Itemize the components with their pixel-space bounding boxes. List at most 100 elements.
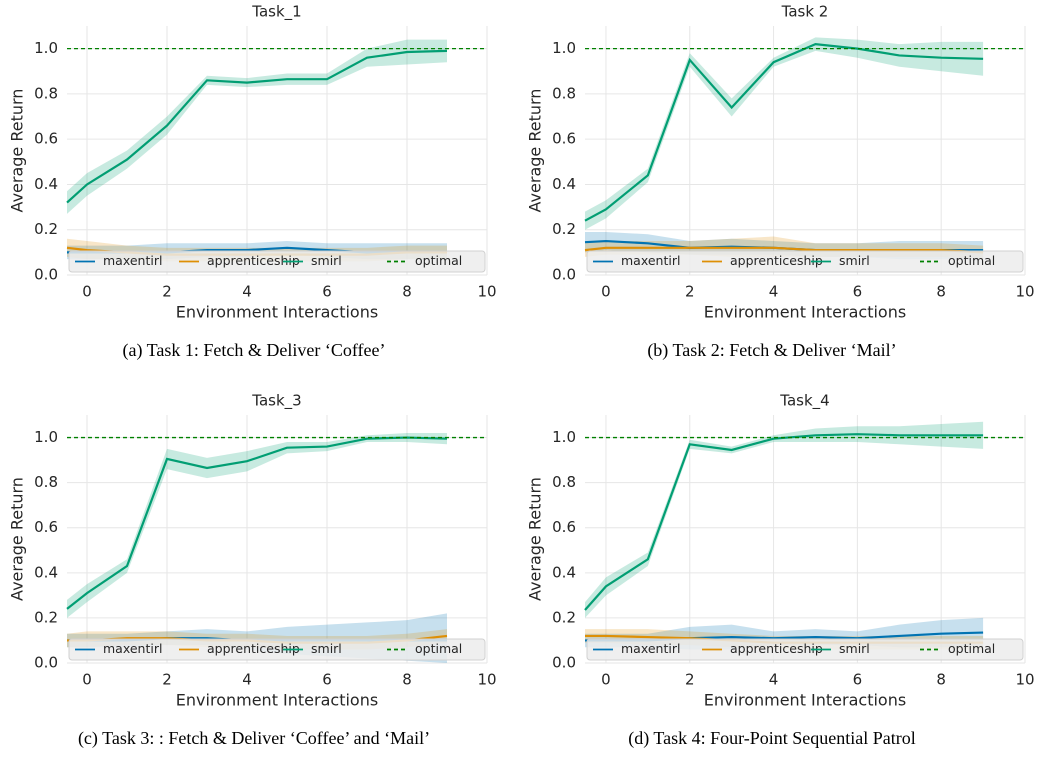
y-tick-label: 0.6 <box>34 130 58 148</box>
legend-label: smirl <box>839 253 870 268</box>
y-tick-label: 0.2 <box>552 608 576 626</box>
y-tick-label: 0.4 <box>552 175 576 193</box>
x-axis-label: Environment Interactions <box>176 691 378 710</box>
confidence-band <box>585 421 984 618</box>
legend-box <box>586 638 1024 661</box>
legend-label: optimal <box>415 641 462 656</box>
x-tick-label: 6 <box>853 671 863 689</box>
legend-label: maxentirl <box>103 253 162 268</box>
legend-label: optimal <box>948 641 995 656</box>
legend-label: apprenticeship <box>730 253 823 268</box>
series-line <box>66 49 448 204</box>
series-line <box>584 42 984 222</box>
y-tick-label: 0.0 <box>552 654 576 672</box>
panel: 0.0 0.2 0.4 0.6 0.8 1.0 0 2 4 6 8 10 maxentirl appren… <box>8 3 497 362</box>
x-axis-label: Environment Interactions <box>176 303 378 322</box>
legend-box <box>68 250 486 273</box>
caption: (c) Task 3: : Fetch & Deliver ‘Coffee’ a… <box>78 728 430 749</box>
chart-title: Task_4 <box>779 392 829 411</box>
plot-area <box>585 415 1025 663</box>
x-tick-label: 2 <box>685 283 695 301</box>
legend-label: apprenticeship <box>730 641 823 656</box>
x-tick-label: 0 <box>601 671 611 689</box>
x-tick-label: 2 <box>162 283 172 301</box>
x-axis-label: Environment Interactions <box>704 691 906 710</box>
x-tick-label: 8 <box>936 283 946 301</box>
y-tick-label: 0.6 <box>34 518 58 536</box>
y-tick-label: 0.2 <box>552 220 576 238</box>
x-tick-label: 10 <box>1015 671 1034 689</box>
x-tick-label: 2 <box>162 671 172 689</box>
legend-label: apprenticeship <box>207 641 300 656</box>
caption: (a) Task 1: Fetch & Deliver ‘Coffee’ <box>123 340 386 361</box>
chart-title: Task 2 <box>781 3 829 21</box>
x-tick-label: 10 <box>477 283 496 301</box>
legend-label: maxentirl <box>621 253 680 268</box>
legend-label: smirl <box>311 641 342 656</box>
y-axis-label: Average Return <box>8 477 27 601</box>
confidence-band <box>67 39 447 214</box>
y-axis-label: Average Return <box>526 477 545 601</box>
x-tick-label: 4 <box>769 283 779 301</box>
y-tick-label: 0.4 <box>552 563 576 581</box>
confidence-band <box>67 433 447 618</box>
x-tick-label: 0 <box>601 283 611 301</box>
x-tick-label: 8 <box>402 283 412 301</box>
panel: 0.0 0.2 0.4 0.6 0.8 1.0 0 2 4 6 8 10 maxentirl appren… <box>526 3 1035 362</box>
x-axis-label: Environment Interactions <box>704 303 906 322</box>
y-tick-label: 1.0 <box>34 428 58 446</box>
legend-label: maxentirl <box>621 641 680 656</box>
series-line <box>66 436 448 610</box>
legend-label: optimal <box>948 253 995 268</box>
y-tick-label: 0.8 <box>34 473 58 491</box>
legend-label: smirl <box>311 253 342 268</box>
y-tick-label: 0.6 <box>552 130 576 148</box>
plot-area <box>585 26 1025 275</box>
confidence-band <box>585 37 984 230</box>
x-tick-label: 0 <box>82 283 92 301</box>
y-tick-label: 0.0 <box>552 266 576 284</box>
y-axis-label: Average Return <box>526 89 545 213</box>
caption: (d) Task 4: Four-Point Sequential Patrol <box>628 728 916 749</box>
legend-box <box>68 638 486 661</box>
x-tick-label: 4 <box>769 671 779 689</box>
y-tick-label: 0.8 <box>34 84 58 102</box>
y-tick-label: 1.0 <box>34 39 58 57</box>
y-tick-label: 0.6 <box>552 518 576 536</box>
y-tick-label: 0.2 <box>34 220 58 238</box>
series-line <box>584 246 984 254</box>
y-tick-label: 0.0 <box>34 266 58 284</box>
y-tick-label: 0.0 <box>34 654 58 672</box>
legend-label: maxentirl <box>103 641 162 656</box>
chart-title: Task_1 <box>251 3 301 22</box>
x-tick-label: 6 <box>322 283 332 301</box>
y-tick-label: 1.0 <box>552 428 576 446</box>
legend-box <box>586 250 1024 273</box>
y-tick-label: 0.4 <box>34 563 58 581</box>
panel: 0.0 0.2 0.4 0.6 0.8 1.0 0 2 4 6 8 10 maxentirl appren… <box>526 392 1035 750</box>
legend-label: smirl <box>839 641 870 656</box>
y-tick-label: 0.8 <box>552 473 576 491</box>
x-tick-label: 10 <box>477 671 496 689</box>
x-tick-label: 8 <box>402 671 412 689</box>
x-tick-label: 2 <box>685 671 695 689</box>
panel: 0.0 0.2 0.4 0.6 0.8 1.0 0 2 4 6 8 10 maxentirl appren… <box>8 392 497 750</box>
caption: (b) Task 2: Fetch & Deliver ‘Mail’ <box>647 340 896 361</box>
y-axis-label: Average Return <box>8 89 27 213</box>
series-line <box>584 433 984 611</box>
legend-label: apprenticeship <box>207 253 300 268</box>
x-tick-label: 10 <box>1015 283 1034 301</box>
x-tick-label: 6 <box>322 671 332 689</box>
x-tick-label: 4 <box>242 671 252 689</box>
x-tick-label: 0 <box>82 671 92 689</box>
y-tick-label: 1.0 <box>552 39 576 57</box>
y-tick-label: 0.4 <box>34 175 58 193</box>
y-tick-label: 0.8 <box>552 84 576 102</box>
chart-title: Task_3 <box>251 392 301 411</box>
x-tick-label: 4 <box>242 283 252 301</box>
y-tick-label: 0.2 <box>34 608 58 626</box>
legend-label: optimal <box>415 253 462 268</box>
x-tick-label: 8 <box>936 671 946 689</box>
x-tick-label: 6 <box>853 283 863 301</box>
